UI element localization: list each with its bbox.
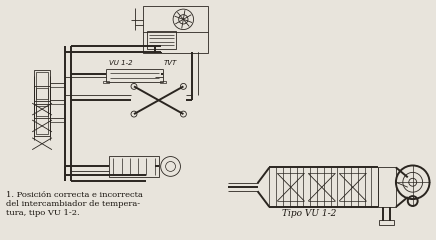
Bar	[34, 104, 50, 136]
Bar	[143, 6, 208, 53]
Bar	[147, 31, 176, 49]
Bar	[378, 168, 396, 207]
Text: VU 1-2: VU 1-2	[109, 60, 133, 66]
Bar	[109, 156, 159, 177]
Bar	[36, 106, 48, 134]
Text: Tipo VU 1-2: Tipo VU 1-2	[282, 209, 336, 218]
Text: del intercambiador de tempera-: del intercambiador de tempera-	[7, 200, 140, 208]
Bar	[34, 70, 50, 101]
Text: TVT: TVT	[164, 60, 177, 66]
Bar	[36, 88, 48, 116]
Text: 1. Posición correcta e incorrecta: 1. Posición correcta e incorrecta	[7, 191, 143, 199]
Bar	[379, 220, 394, 225]
Bar	[34, 86, 50, 118]
Text: tura, tipo VU 1-2.: tura, tipo VU 1-2.	[7, 209, 80, 217]
Bar	[103, 81, 109, 84]
Bar	[36, 72, 48, 99]
Bar	[160, 81, 166, 84]
